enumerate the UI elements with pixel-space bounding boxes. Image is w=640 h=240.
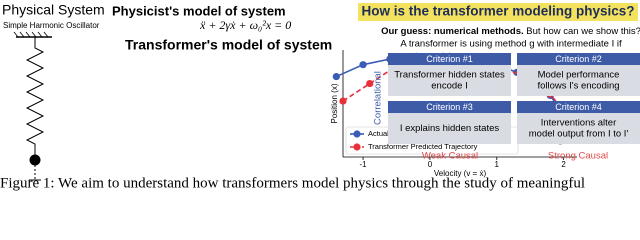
guess-rest: But how can we show this? (526, 26, 640, 37)
guess: Our guess: numerical methods. But how ca… (381, 26, 640, 37)
guess-bold: Our guess: numerical methods. (381, 26, 524, 37)
criteria: Criterion #1 Transformer hidden statesenc… (388, 53, 640, 144)
trajectory-point (366, 79, 374, 88)
criterion-body (517, 113, 640, 144)
legend-swatch (353, 143, 361, 151)
transformer-title: Transformer's model of system (125, 37, 332, 53)
left-title: Physical System (2, 2, 105, 18)
definition: A transformer is using method g with int… (400, 39, 622, 50)
criterion-header-bg (517, 101, 640, 113)
title-highlight (358, 3, 638, 21)
legend-swatch (353, 130, 361, 138)
physicist-title: Physicist's model of system (112, 3, 286, 18)
criterion-header: Criterion #4 (555, 102, 602, 112)
y-axis-label: Position (x) (330, 83, 339, 123)
criterion-text: model output from I to I′ (529, 129, 629, 140)
criterion-header-bg (388, 101, 511, 113)
criterion-header-bg (517, 53, 640, 65)
criterion-text: Transformer hidden states (394, 70, 505, 81)
x-tick-label: 2 (561, 160, 566, 169)
strong-causal: Strong Causal (548, 151, 608, 162)
trajectory-point (332, 72, 340, 81)
x-axis-label: Velocity (v = ẋ) (434, 169, 487, 178)
criterion-header: Criterion #2 (555, 54, 602, 64)
x-tick-label: -1 (359, 160, 367, 169)
caption: Figure 1: We aim to understand how trans… (0, 175, 585, 191)
criterion-text: Interventions alter (541, 118, 617, 129)
equation: ẍ + 2γẋ + ω₀²x = 0 (199, 18, 291, 32)
criterion-text: encode I (431, 81, 467, 92)
criterion-body (517, 65, 640, 96)
criterion-header: Criterion #1 (426, 54, 473, 64)
left-subtitle: Simple Harmonic Oscillator (3, 21, 100, 30)
weak-causal: Weak Causal (422, 151, 478, 162)
criterion-text: follows I's encoding (537, 81, 619, 92)
correlational-label: Correlational (373, 71, 384, 125)
criterion-text: Model performance (538, 70, 620, 81)
criterion-text: I explains hidden states (400, 123, 500, 134)
criterion-header: Criterion #3 (426, 102, 473, 112)
x-tick-label: 0 (428, 160, 433, 169)
criterion-header-bg (388, 53, 511, 65)
spring-diagram (13, 31, 52, 181)
criterion-body (388, 65, 511, 96)
trajectory-point (359, 61, 367, 69)
criterion-body (388, 113, 511, 144)
trajectory-point (339, 97, 347, 105)
legend-label: Transformer Predicted Trajectory (368, 142, 478, 151)
right-title: How is the transformer modeling physics? (361, 4, 634, 19)
figure: Physical System Simple Harmonic Oscillat… (0, 2, 640, 191)
x-tick-label: 1 (495, 160, 500, 169)
